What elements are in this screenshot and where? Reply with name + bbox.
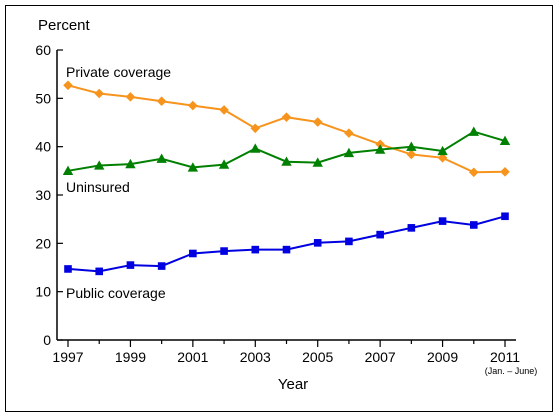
x-tick-label: 2009 bbox=[427, 349, 458, 365]
data-point bbox=[218, 159, 230, 169]
series-label-uninsured: Uninsured bbox=[66, 179, 130, 195]
data-point bbox=[156, 96, 167, 107]
x-tick-label: 2003 bbox=[240, 349, 271, 365]
data-point bbox=[406, 149, 417, 160]
data-point bbox=[62, 165, 74, 175]
x-tick-label: 2001 bbox=[177, 349, 208, 365]
data-point bbox=[437, 145, 448, 156]
line-chart: 0 10 20 30 40 50 60 1997 1999 2001 2003 2005 2007 200… bbox=[35, 17, 538, 393]
x-axis-title: Year bbox=[278, 376, 308, 393]
y-tick-label: 10 bbox=[35, 284, 51, 300]
data-point bbox=[437, 152, 448, 163]
data-point bbox=[188, 100, 198, 111]
data-point bbox=[376, 230, 384, 239]
data-point bbox=[281, 156, 292, 166]
data-point bbox=[374, 144, 386, 154]
data-point bbox=[219, 105, 229, 115]
data-point bbox=[220, 247, 228, 255]
data-point bbox=[407, 224, 416, 232]
chart-frame: 0 10 20 30 40 50 60 1997 1999 2001 2003 2005 2007 200… bbox=[5, 5, 553, 412]
series-public-coverage bbox=[64, 212, 509, 276]
data-point bbox=[282, 245, 291, 254]
data-point bbox=[251, 245, 260, 254]
data-point bbox=[468, 167, 479, 178]
data-point bbox=[406, 141, 417, 151]
data-point bbox=[94, 160, 105, 170]
y-tick-label: 0 bbox=[43, 332, 51, 348]
data-point bbox=[468, 126, 479, 136]
y-tick-label: 40 bbox=[35, 139, 51, 155]
data-point bbox=[63, 80, 73, 91]
data-point bbox=[312, 157, 323, 167]
axes: 0 10 20 30 40 50 60 1997 1999 2001 2003 2005 2007 200… bbox=[35, 42, 520, 365]
y-tick-label: 30 bbox=[35, 187, 51, 203]
data-point bbox=[156, 153, 167, 163]
data-point bbox=[126, 261, 135, 269]
data-point bbox=[95, 267, 104, 276]
data-point bbox=[250, 143, 261, 153]
series-layer bbox=[62, 80, 511, 276]
series-label-private-coverage: Private coverage bbox=[66, 64, 171, 80]
x-tick-label: 1997 bbox=[52, 349, 83, 365]
series-label-public-coverage: Public coverage bbox=[66, 285, 166, 301]
y-axis-title: Percent bbox=[38, 17, 91, 34]
x-tick-label: 2005 bbox=[302, 349, 333, 365]
data-point bbox=[469, 221, 478, 229]
series-uninsured bbox=[62, 126, 511, 175]
data-point bbox=[501, 212, 509, 221]
data-point bbox=[281, 112, 292, 122]
data-point bbox=[345, 237, 353, 246]
data-point bbox=[343, 147, 355, 158]
data-point bbox=[250, 123, 261, 134]
data-point bbox=[189, 249, 197, 258]
data-point bbox=[375, 139, 385, 150]
data-point bbox=[438, 217, 447, 225]
data-point bbox=[500, 167, 510, 177]
data-point bbox=[312, 117, 323, 127]
data-point bbox=[344, 128, 354, 138]
data-point bbox=[125, 158, 136, 169]
x-tick-label: 1999 bbox=[115, 349, 146, 365]
data-point bbox=[499, 135, 511, 146]
y-tick-label: 60 bbox=[35, 42, 51, 58]
data-point bbox=[94, 88, 105, 99]
data-point bbox=[313, 239, 322, 247]
data-point bbox=[157, 262, 166, 270]
x-tick-label: 2007 bbox=[365, 349, 396, 365]
data-point bbox=[187, 162, 199, 172]
x-tick-label: 2011 bbox=[490, 349, 520, 365]
y-tick-label: 20 bbox=[35, 235, 51, 251]
x-axis-footnote: (Jan. – June) bbox=[485, 366, 538, 376]
data-point bbox=[125, 92, 136, 102]
y-tick-label: 50 bbox=[35, 90, 51, 106]
data-point bbox=[64, 265, 72, 273]
